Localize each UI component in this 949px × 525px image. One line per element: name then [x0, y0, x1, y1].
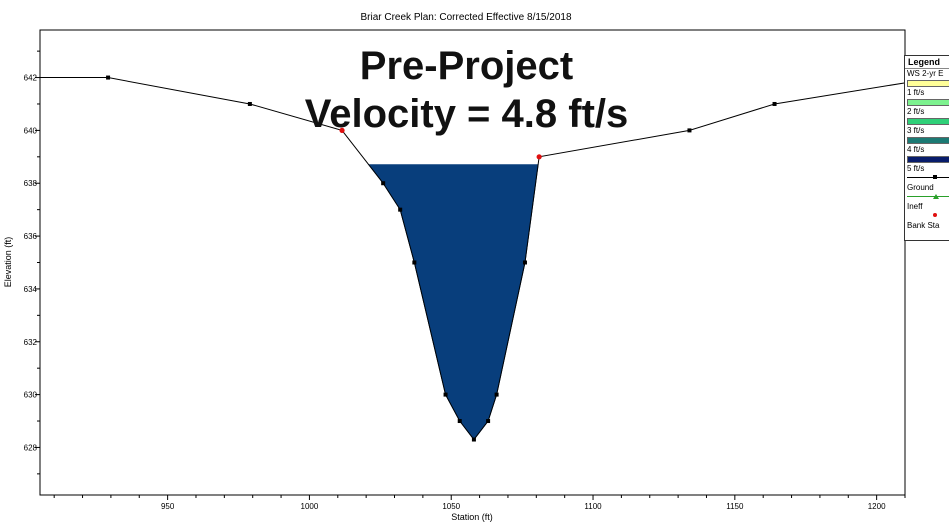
y-tick-label: 636	[24, 232, 38, 241]
ground-point	[398, 207, 403, 212]
bank-station-marker	[339, 127, 345, 133]
ground-profile-group	[40, 75, 906, 442]
legend-dot	[933, 213, 937, 217]
legend-item-label: Ground	[907, 183, 934, 192]
water-surface-group	[367, 164, 539, 441]
legend-item: 4 ft/s	[905, 145, 949, 164]
legend-items: WS 2-yr E 1 ft/s 2 ft/s 3 ft/s 4 ft/s 5 ft/s G…	[905, 69, 949, 240]
axes-group: 950 1000 1050 1100 1150 1200 628 630 632 634 636 63…	[24, 50, 906, 511]
x-tick-label: 1100	[584, 502, 602, 511]
ground-point	[443, 392, 448, 397]
overlay-velocity: Velocity = 4.8 ft/s	[304, 92, 629, 136]
ground-point	[412, 260, 417, 265]
ground-point	[486, 419, 491, 424]
ground-point	[106, 75, 111, 80]
legend-item-label: 4 ft/s	[907, 145, 925, 154]
legend-item-label: 5 ft/s	[907, 164, 925, 173]
legend-item: Ineff	[905, 202, 949, 221]
ground-point	[494, 392, 499, 397]
legend-item-label: 1 ft/s	[907, 88, 925, 97]
x-tick-label: 950	[161, 502, 175, 511]
ground-point	[687, 128, 692, 133]
legend-item: 2 ft/s	[905, 107, 949, 126]
x-tick-label: 1200	[868, 502, 886, 511]
y-tick-label: 632	[24, 338, 38, 347]
legend-item: WS 2-yr E	[905, 69, 949, 88]
x-tick-label: 1050	[442, 502, 460, 511]
y-tick-label: 638	[24, 179, 38, 188]
legend-line	[907, 177, 949, 178]
ground-point	[522, 260, 527, 265]
y-tick-label: 642	[24, 74, 38, 83]
legend-item: Bank Sta	[905, 221, 949, 240]
legend-item-label: 3 ft/s	[907, 126, 925, 135]
legend-line	[907, 196, 949, 197]
water-surface-area	[367, 164, 539, 441]
legend-item-label: Ineff	[907, 202, 923, 211]
legend-item: 1 ft/s	[905, 88, 949, 107]
y-tick-label: 628	[24, 443, 38, 452]
ground-point	[772, 101, 777, 106]
legend-marker	[933, 175, 937, 179]
x-tick-label: 1150	[726, 502, 744, 511]
legend-swatch	[907, 118, 949, 125]
legend-item: 5 ft/s	[905, 164, 949, 183]
y-tick-label: 634	[24, 285, 38, 294]
ground-point	[471, 437, 476, 442]
ground-point	[381, 181, 386, 186]
y-tick-label: 630	[24, 391, 38, 400]
legend-item: 3 ft/s	[905, 126, 949, 145]
y-axis-label: Elevation (ft)	[3, 237, 13, 288]
ground-point	[247, 101, 252, 106]
legend-title: Legend	[905, 56, 949, 69]
legend: Legend WS 2-yr E 1 ft/s 2 ft/s 3 ft/s 4 ft/s…	[904, 55, 949, 241]
legend-swatch	[907, 137, 949, 144]
x-axis-label: Station (ft)	[451, 512, 493, 522]
x-tick-label: 1000	[301, 502, 319, 511]
legend-item-label: WS 2-yr E	[907, 69, 944, 78]
y-tick-label: 640	[24, 126, 38, 135]
legend-swatch	[907, 80, 949, 87]
legend-swatch	[907, 156, 949, 163]
legend-swatch	[907, 99, 949, 106]
overlay-title: Pre-Project	[359, 44, 574, 88]
legend-item: Ground	[905, 183, 949, 202]
legend-triangle-icon	[933, 194, 939, 199]
ground-point	[457, 419, 462, 424]
bank-station-marker	[536, 154, 542, 160]
legend-item-label: 2 ft/s	[907, 107, 925, 116]
chart-title: Briar Creek Plan: Corrected Effective 8/…	[360, 12, 571, 23]
legend-item-label: Bank Sta	[907, 221, 940, 230]
